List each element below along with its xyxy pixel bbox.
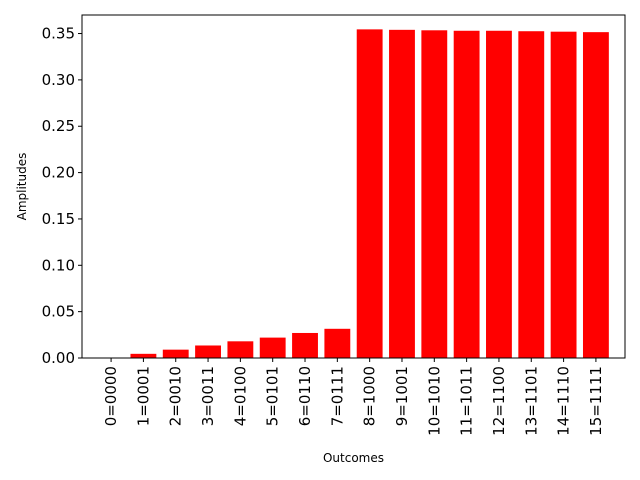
y-tick-label-1: 0.05	[42, 303, 75, 321]
bar-8	[356, 29, 383, 358]
x-tick-label-7: 7=0111	[328, 366, 346, 426]
x-tick-label-12: 12=1100	[490, 366, 508, 436]
bar-5	[259, 337, 286, 358]
y-tick-label-7: 0.35	[42, 25, 75, 43]
y-tick-label-4: 0.20	[42, 164, 75, 182]
y-tick-label-0: 0.00	[42, 349, 75, 367]
x-tick-label-3: 3=0011	[199, 366, 217, 426]
bar-15	[582, 32, 609, 359]
bar-14	[550, 31, 577, 358]
bar-6	[292, 332, 318, 358]
bar-4	[227, 341, 254, 358]
x-tick-label-14: 14=1110	[555, 366, 573, 436]
bar-1	[130, 353, 157, 358]
x-tick-label-8: 8=1000	[361, 366, 379, 426]
x-tick-label-1: 1=0001	[134, 366, 152, 426]
bar-12	[486, 30, 512, 358]
y-tick-label-5: 0.25	[42, 117, 75, 135]
bar-7	[324, 328, 351, 358]
x-tick-label-15: 15=1111	[587, 366, 605, 436]
bar-2	[162, 349, 189, 358]
bar-9	[389, 29, 415, 359]
y-axis: 0.00 0.05 0.10 0.15 0.20 0.25 0.30 0.35	[42, 25, 82, 367]
bar-10	[421, 30, 448, 358]
y-tick-label-2: 0.10	[42, 256, 75, 274]
plot-frame	[81, 14, 626, 359]
x-tick-label-2: 2=0010	[167, 366, 185, 426]
y-tick-label-3: 0.15	[42, 210, 75, 228]
x-tick-label-4: 4=0100	[231, 366, 249, 426]
x-axis-label: Outcomes	[323, 451, 384, 465]
x-axis: 0=0000 1=0001 2=0010 3=0011 4=0100 5=0101 6=01…	[102, 358, 605, 436]
x-tick-label-0: 0=0000	[102, 366, 120, 426]
bars-group	[130, 29, 609, 359]
bar-11	[453, 30, 480, 358]
x-tick-label-5: 5=0101	[264, 366, 282, 426]
y-tick-label-6: 0.30	[42, 71, 75, 89]
x-tick-label-13: 13=1101	[522, 366, 540, 436]
bar-3	[195, 345, 221, 358]
x-tick-label-6: 6=0110	[296, 366, 314, 426]
x-tick-label-9: 9=1001	[393, 366, 411, 426]
x-tick-label-11: 11=1011	[458, 366, 476, 436]
y-axis-label: Amplitudes	[15, 153, 29, 221]
bar-13	[518, 31, 545, 359]
x-tick-label-10: 10=1010	[425, 366, 443, 436]
